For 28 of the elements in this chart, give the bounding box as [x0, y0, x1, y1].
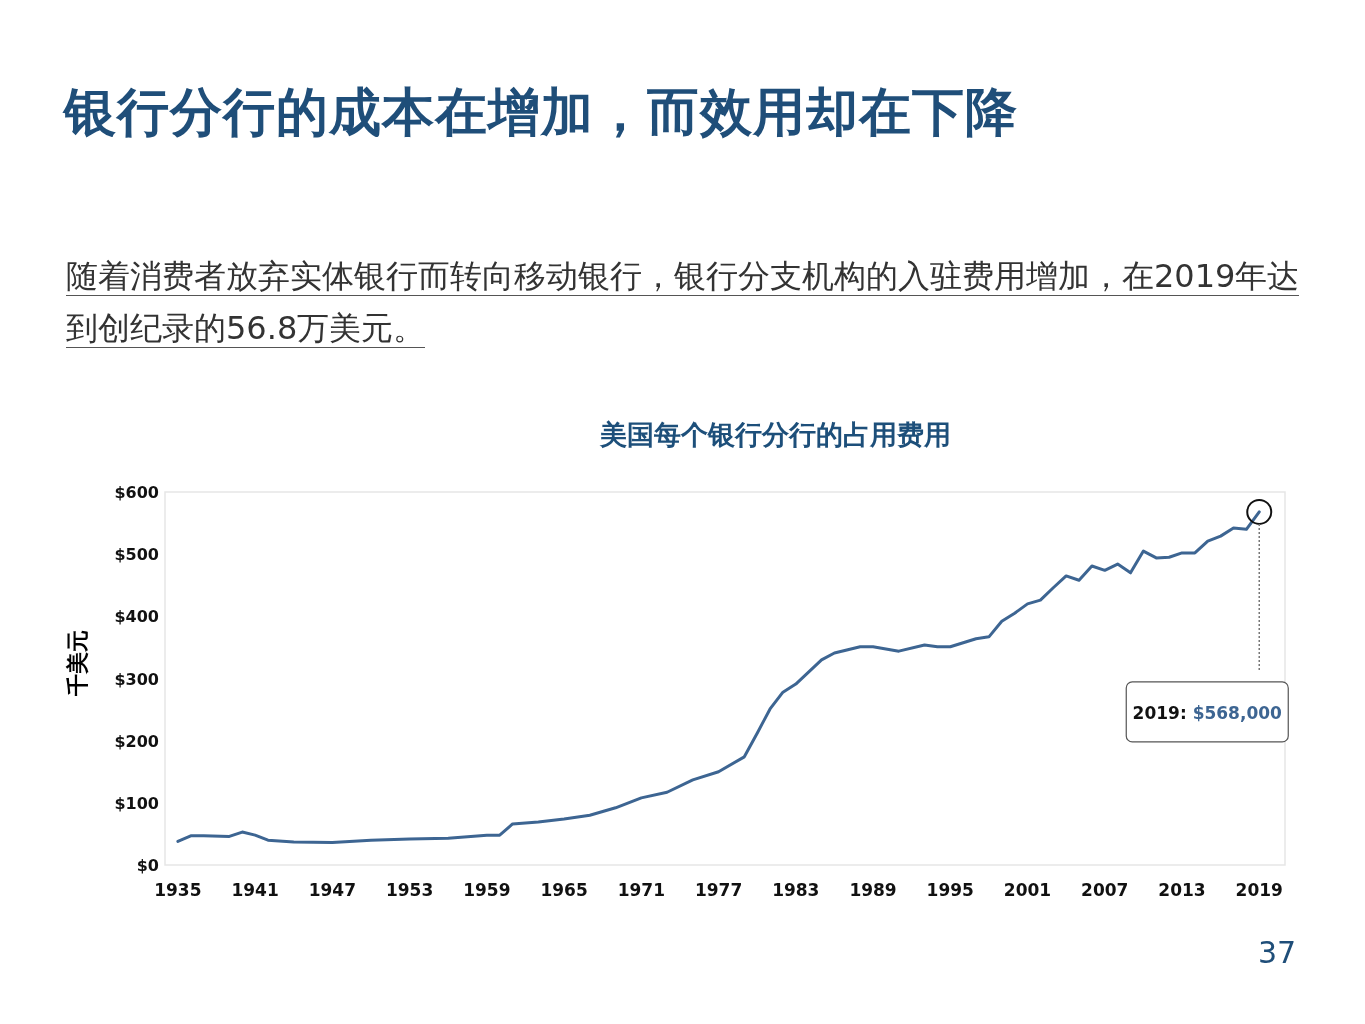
x-tick-label: 1977 [694, 880, 743, 900]
text: 37 [1258, 935, 1297, 970]
text: 银行分行的成本在增加，而效用却在下降 [64, 81, 1018, 144]
x-tick-label: 1935 [154, 880, 202, 900]
x-tick-label: 1947 [308, 880, 357, 900]
y-tick-label: $100 [114, 793, 159, 813]
x-tick-label: 1965 [540, 880, 588, 900]
x-tick-label: 2013 [1158, 880, 1206, 900]
x-tick-label: 2019 [1235, 880, 1283, 900]
annotation: 2019: $568,000 [1132, 702, 1283, 723]
y-tick-label: $200 [114, 731, 159, 751]
y-tick-label: $300 [114, 669, 159, 689]
x-tick-label: 1971 [617, 880, 665, 900]
text: 随着消费者放弃实体银行而转向移动银行，银行分支机构的入驻费用增加，在2019年达到创纪录的56.8万美元。 [66, 257, 1300, 348]
y-axis-title: 千美元 [65, 630, 90, 697]
y-tick-label: $0 [136, 856, 159, 875]
x-tick-label: 1989 [849, 880, 897, 900]
x-tick-label: 1941 [231, 880, 279, 900]
chart-title: 美国每个银行分行的占用费用 [598, 419, 951, 450]
x-tick-label: 1995 [926, 880, 974, 900]
y-tick-label: $600 [114, 483, 159, 502]
y-tick-label: $500 [114, 545, 159, 565]
x-tick-label: 1953 [385, 880, 434, 900]
y-tick-label: $400 [114, 607, 159, 627]
x-tick-label: 2007 [1081, 880, 1129, 900]
x-tick-label: 2001 [1003, 880, 1052, 900]
x-tick-label: 1959 [463, 880, 511, 900]
x-tick-label: 1983 [772, 880, 820, 900]
